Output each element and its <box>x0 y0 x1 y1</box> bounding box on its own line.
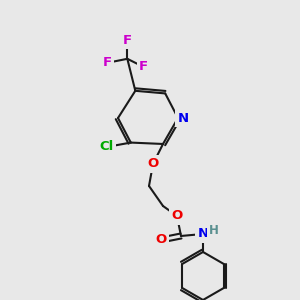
Text: N: N <box>197 227 208 241</box>
Text: F: F <box>139 60 148 73</box>
Text: F: F <box>123 34 132 47</box>
Text: F: F <box>103 56 112 69</box>
Text: O: O <box>171 209 183 223</box>
Text: N: N <box>177 112 189 124</box>
Text: O: O <box>155 233 167 247</box>
Text: Cl: Cl <box>100 140 114 153</box>
Text: H: H <box>209 224 219 238</box>
Text: O: O <box>147 158 159 170</box>
